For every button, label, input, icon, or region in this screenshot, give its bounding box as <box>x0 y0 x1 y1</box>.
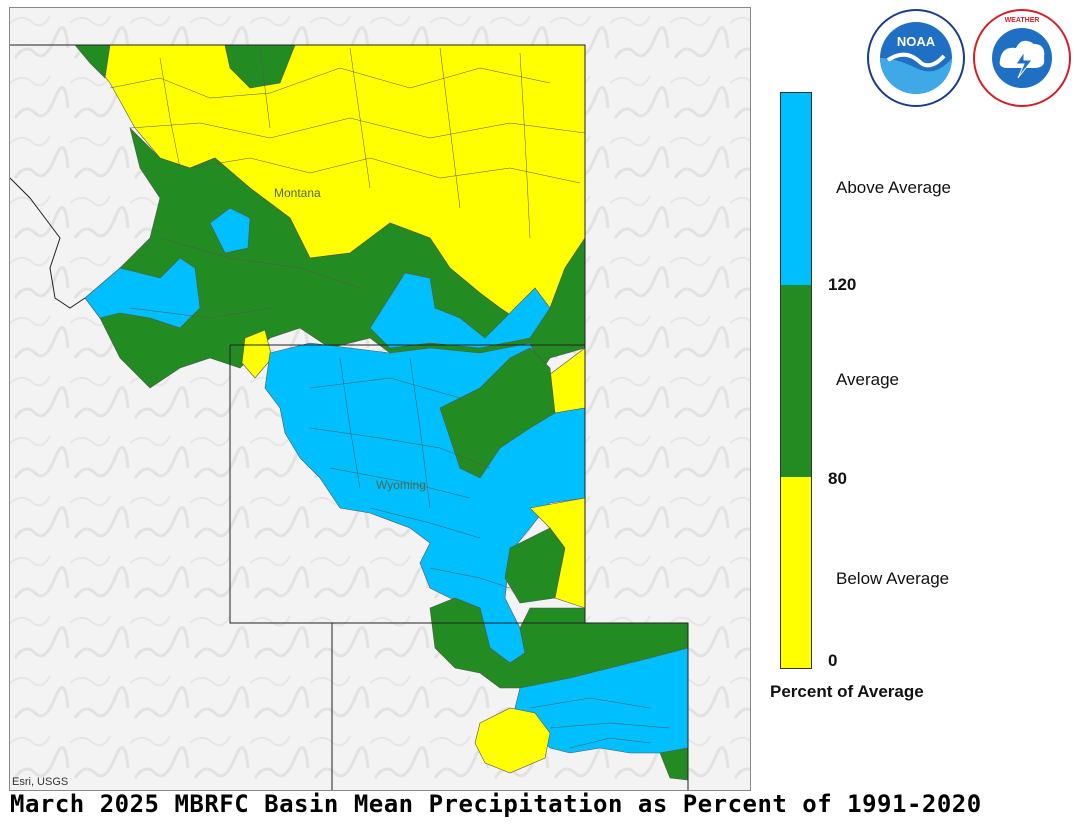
legend-swatch-average <box>781 285 811 477</box>
legend-label-above: Above Average <box>836 178 951 197</box>
legend-color-bar <box>780 92 812 669</box>
legend-tick-120: 120 <box>828 275 857 294</box>
basin-map <box>10 8 750 790</box>
legend-label-below: Below Average <box>836 569 950 588</box>
region-above-average-mt-small <box>209 207 251 254</box>
state-label-wyoming: Wyoming <box>376 478 426 492</box>
nws-logo: WEATHER <box>972 8 1072 108</box>
page-title: March 2025 MBRFC Basin Mean Precipitatio… <box>10 790 982 818</box>
region-above-average-mt-west <box>84 257 201 329</box>
region-above-average-mt-east <box>369 272 551 349</box>
state-boundaries <box>10 44 689 790</box>
map-attribution: Esri, USGS <box>12 776 69 788</box>
legend-tick-0: 0 <box>828 651 838 670</box>
legend-swatch-above <box>781 93 811 285</box>
state-label-montana: Montana <box>274 186 321 200</box>
legend-title: Percent of Average <box>770 682 924 701</box>
region-below-average-pocket-1 <box>241 329 273 379</box>
noaa-logo: NOAA <box>866 8 966 108</box>
legend-swatch-below <box>781 477 811 668</box>
region-below-average-south <box>474 707 551 774</box>
legend-label-average: Average <box>836 370 900 389</box>
noaa-logo-text: NOAA <box>897 34 936 49</box>
svg-text:WEATHER: WEATHER <box>1005 17 1040 24</box>
region-average-wy-central <box>439 347 556 479</box>
map-panel[interactable]: Montana Wyoming Esri, USGS <box>9 7 751 791</box>
legend-tick-80: 80 <box>828 469 847 488</box>
basin-boundaries <box>109 47 671 749</box>
